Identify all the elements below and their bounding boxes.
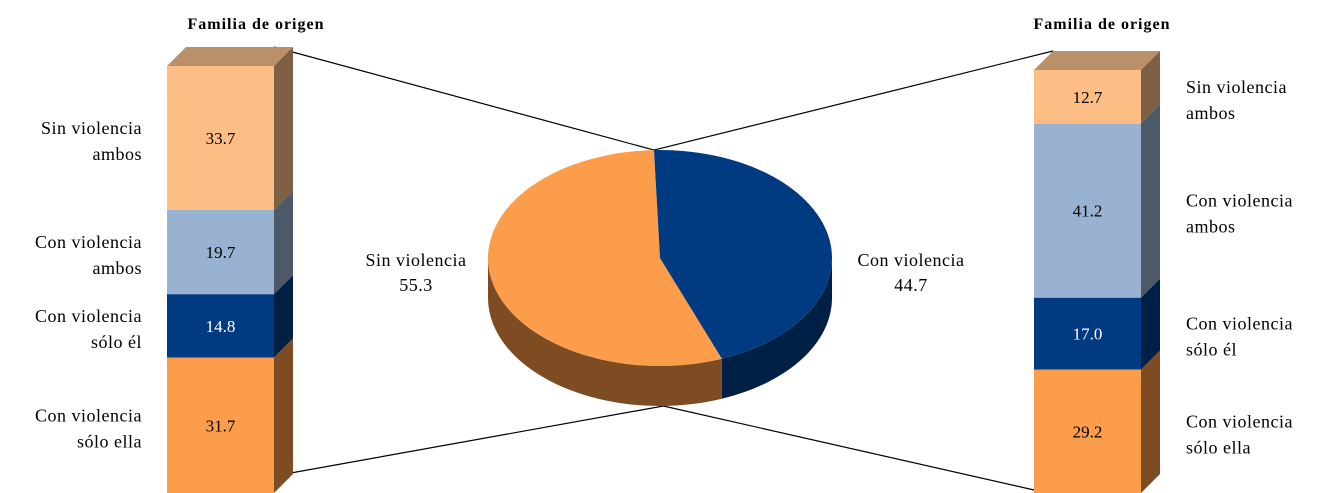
bar-side-face	[274, 191, 293, 295]
bar-side-face	[274, 47, 293, 211]
category-label: Sin violencia	[41, 118, 142, 138]
bar-value-label: 14.8	[206, 317, 236, 336]
bar-segment	[167, 294, 274, 358]
bar-value-label: 12.7	[1073, 88, 1103, 107]
chart-labels: Sin violencia 55.3 Con violencia 44.7 33.7 Si…	[35, 16, 1293, 457]
connector-line	[273, 405, 664, 477]
bar-side-face	[1141, 104, 1160, 298]
bar-segment	[167, 210, 274, 295]
bar-title: Familia de origen	[1034, 16, 1171, 33]
bar-side-face	[1141, 278, 1160, 370]
bar-side-face	[1141, 350, 1160, 493]
category-label: Con violencia	[1186, 191, 1293, 211]
category-label: Con violencia	[35, 306, 142, 326]
category-label: ambos	[1186, 217, 1236, 237]
bar-value-label: 33.7	[206, 129, 236, 148]
bar-value-label: 41.2	[1073, 202, 1103, 221]
pie-slice	[487, 150, 722, 366]
category-label: Con violencia	[35, 405, 142, 425]
category-label: sólo él	[1186, 340, 1237, 360]
right-stacked-bar	[1034, 51, 1160, 493]
bar-segment	[1034, 297, 1141, 370]
pie-value-label: 44.7	[894, 275, 928, 295]
pie-value-label: 55.3	[399, 275, 433, 295]
bar-side-face	[274, 338, 293, 493]
pie-label: Sin violencia	[366, 250, 467, 270]
bar-value-label: 19.7	[206, 243, 236, 262]
category-label: Con violencia	[1186, 314, 1293, 334]
bar-value-label: 31.7	[206, 416, 236, 435]
bar-value-label: 17.0	[1073, 325, 1103, 344]
bar-top-face	[167, 47, 293, 66]
bar-value-label: 29.2	[1073, 422, 1103, 441]
bar-top-face	[1034, 51, 1160, 70]
bar-title: Familia de origen	[188, 16, 325, 33]
pie-side-1	[721, 258, 832, 399]
category-label: sólo ella	[1186, 437, 1251, 457]
pie-slice	[653, 150, 832, 359]
bar-segment	[167, 357, 274, 493]
category-label: sólo él	[91, 332, 142, 352]
pie-chart	[487, 150, 832, 406]
bar-segment	[1034, 369, 1141, 493]
bar-segment	[1034, 70, 1141, 124]
category-label: ambos	[93, 144, 143, 164]
pie-label: Con violencia	[858, 250, 965, 270]
category-label: ambos	[93, 258, 143, 278]
category-label: ambos	[1186, 103, 1236, 123]
bar-side-face	[274, 275, 293, 358]
category-label: Sin violencia	[1186, 77, 1287, 97]
connector-line	[663, 405, 1035, 491]
connector-line	[273, 46, 655, 151]
category-label: Con violencia	[35, 232, 142, 252]
pie-side-0	[488, 258, 722, 406]
category-label: Con violencia	[1186, 411, 1293, 431]
bar-segment	[167, 66, 274, 211]
category-label: sólo ella	[77, 431, 142, 451]
connector-line	[653, 50, 1054, 151]
left-stacked-bar	[167, 47, 293, 493]
bar-segment	[1034, 123, 1141, 298]
connector-lines	[273, 46, 1054, 491]
bar-side-face	[1141, 51, 1160, 124]
